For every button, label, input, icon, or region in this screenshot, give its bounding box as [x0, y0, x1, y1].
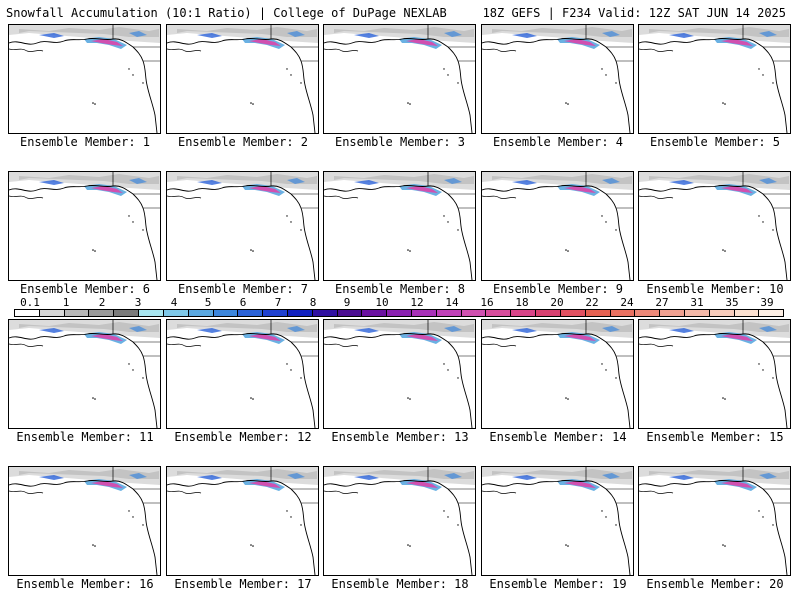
map-title: Snowfall Accumulation (10:1 Ratio) | Col… [6, 6, 447, 20]
ensemble-member-label: Ensemble Member: 10 [646, 282, 784, 296]
colorbar-tick-label: 18 [515, 296, 529, 309]
ensemble-map-2 [166, 24, 319, 134]
colorbar-swatch [610, 310, 636, 316]
colorbar-swatch [163, 310, 189, 316]
ensemble-map-5 [638, 24, 791, 134]
ensemble-map-18 [323, 466, 476, 576]
colorbar-tick-label: 2 [98, 296, 106, 309]
colorbar-tick-label: 4 [170, 296, 178, 309]
ensemble-member-label: Ensemble Member: 2 [177, 135, 309, 149]
ensemble-map-15 [638, 319, 791, 429]
ensemble-member-label: Ensemble Member: 11 [16, 430, 154, 444]
colorbar-tick-label: 22 [585, 296, 599, 309]
ensemble-member-label: Ensemble Member: 9 [492, 282, 624, 296]
colorbar-tick-label: 3 [134, 296, 142, 309]
colorbar-swatch [436, 310, 462, 316]
ensemble-map-10 [638, 171, 791, 281]
colorbar-swatch [263, 310, 288, 316]
colorbar-swatch [511, 310, 537, 316]
colorbar-swatch [585, 310, 611, 316]
ensemble-map-6 [8, 171, 161, 281]
colorbar-swatch [114, 310, 140, 316]
colorbar-swatch [139, 310, 164, 316]
colorbar-tick-label: 7 [274, 296, 282, 309]
ensemble-member-label: Ensemble Member: 12 [174, 430, 312, 444]
ensemble-member-label: Ensemble Member: 1 [19, 135, 151, 149]
colorbar-swatch [412, 310, 437, 316]
colorbar-swatch [362, 310, 388, 316]
colorbar-swatch [635, 310, 661, 316]
colorbar-tick-label: 0.1 [20, 296, 40, 309]
colorbar-tick-label: 39 [760, 296, 774, 309]
ensemble-member-label: Ensemble Member: 17 [174, 577, 312, 591]
colorbar-tick-label: 9 [343, 296, 351, 309]
colorbar-labels: 0.1 1 2 3 4 5 6 7 8 9 10 12 14 16 18 20 22 24 27 31 35 39 [14, 296, 784, 309]
colorbar-tick-label: 20 [550, 296, 564, 309]
ensemble-member-label: Ensemble Member: 14 [489, 430, 627, 444]
colorbar-tick-label: 24 [620, 296, 634, 309]
model-run-info: 18Z GEFS | F234 Valid: 12Z SAT JUN 14 20… [482, 6, 786, 20]
ensemble-member-label: Ensemble Member: 8 [334, 282, 466, 296]
colorbar-swatch [15, 310, 40, 316]
colorbar-swatch [337, 310, 363, 316]
colorbar-tick-label: 8 [309, 296, 317, 309]
ensemble-map-11 [8, 319, 161, 429]
colorbar-swatch [89, 310, 115, 316]
ensemble-map-16 [8, 466, 161, 576]
ensemble-member-label: Ensemble Member: 20 [646, 577, 784, 591]
ensemble-member-label: Ensemble Member: 19 [489, 577, 627, 591]
ensemble-member-label: Ensemble Member: 4 [492, 135, 624, 149]
ensemble-map-14 [481, 319, 634, 429]
ensemble-map-3 [323, 24, 476, 134]
colorbar-swatch [461, 310, 487, 316]
ensemble-member-label: Ensemble Member: 3 [334, 135, 466, 149]
colorbar-tick-label: 31 [690, 296, 704, 309]
ensemble-member-label: Ensemble Member: 18 [331, 577, 469, 591]
ensemble-map-7 [166, 171, 319, 281]
colorbar-swatch [64, 310, 90, 316]
ensemble-member-label: Ensemble Member: 15 [646, 430, 784, 444]
ensemble-member-label: Ensemble Member: 16 [16, 577, 154, 591]
colorbar-swatch [660, 310, 685, 316]
ensemble-map-12 [166, 319, 319, 429]
colorbar-swatch [238, 310, 264, 316]
ensemble-member-label: Ensemble Member: 7 [177, 282, 309, 296]
colorbar-tick-label: 5 [204, 296, 212, 309]
colorbar-swatch [39, 310, 65, 316]
colorbar-swatch [486, 310, 512, 316]
ensemble-map-4 [481, 24, 634, 134]
ensemble-map-9 [481, 171, 634, 281]
ensemble-map-1 [8, 24, 161, 134]
colorbar-swatch [287, 310, 313, 316]
colorbar-tick-label: 14 [445, 296, 459, 309]
ensemble-map-13 [323, 319, 476, 429]
ensemble-map-8 [323, 171, 476, 281]
colorbar-tick-label: 12 [410, 296, 424, 309]
ensemble-member-label: Ensemble Member: 13 [331, 430, 469, 444]
colorbar-swatch [759, 310, 784, 316]
colorbar-swatch [560, 310, 586, 316]
ensemble-member-label: Ensemble Member: 5 [649, 135, 781, 149]
colorbar-swatch [188, 310, 214, 316]
colorbar-tick-label: 10 [375, 296, 389, 309]
ensemble-map-20 [638, 466, 791, 576]
colorbar-swatch [734, 310, 760, 316]
colorbar-tick-label: 27 [655, 296, 669, 309]
colorbar-tick-label: 1 [62, 296, 70, 309]
colorbar-swatch [536, 310, 561, 316]
colorbar-swatch [709, 310, 735, 316]
colorbar-tick-label: 35 [725, 296, 739, 309]
colorbar-tick-label: 6 [239, 296, 247, 309]
ensemble-map-17 [166, 466, 319, 576]
colorbar-swatches [14, 309, 784, 317]
colorbar-swatch [684, 310, 710, 316]
colorbar-swatch [387, 310, 412, 316]
colorbar-swatch [312, 310, 338, 316]
ensemble-map-19 [481, 466, 634, 576]
colorbar-tick-label: 16 [480, 296, 494, 309]
ensemble-member-label: Ensemble Member: 6 [19, 282, 151, 296]
colorbar-swatch [213, 310, 239, 316]
